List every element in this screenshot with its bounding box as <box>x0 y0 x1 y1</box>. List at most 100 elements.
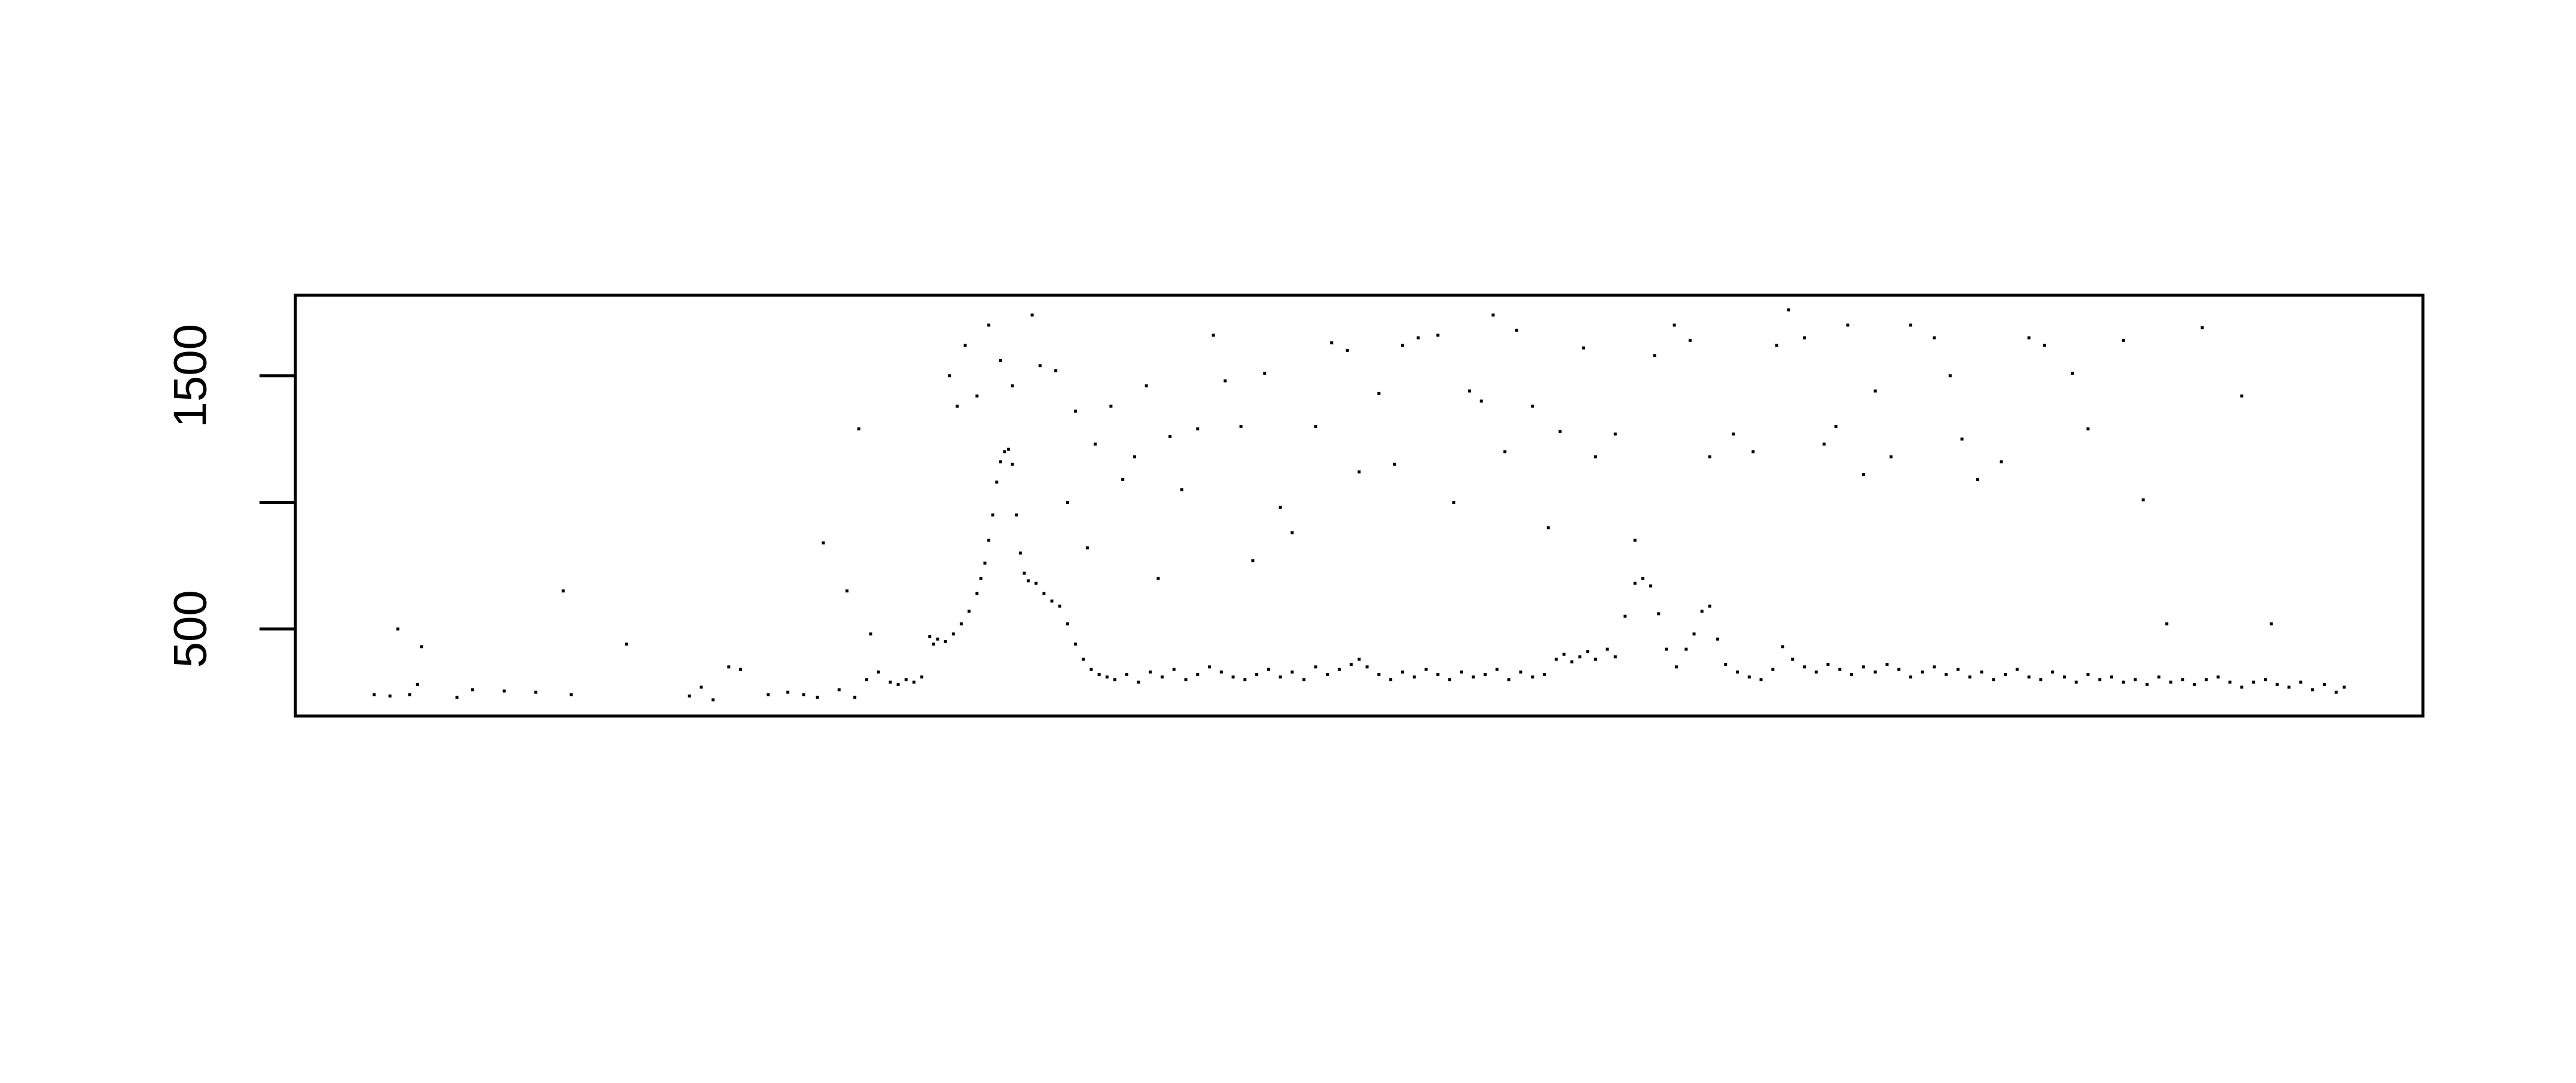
point <box>1011 463 1014 466</box>
point <box>2216 675 2220 679</box>
point <box>928 635 932 638</box>
point <box>1027 579 1030 583</box>
point <box>2122 680 2125 684</box>
point <box>1945 673 1948 677</box>
point <box>956 405 959 408</box>
point <box>1850 673 1854 677</box>
point <box>995 481 999 484</box>
point <box>2228 680 2232 684</box>
point <box>1400 344 1404 347</box>
point <box>896 683 900 686</box>
point <box>1208 665 1211 669</box>
point <box>999 460 1002 464</box>
point <box>1708 604 1711 608</box>
point <box>987 323 991 327</box>
point <box>1436 334 1440 337</box>
point <box>1436 673 1440 677</box>
point <box>1156 577 1160 580</box>
point <box>1554 657 1558 661</box>
point <box>1957 668 1960 671</box>
point <box>2000 460 2003 464</box>
point <box>416 683 419 686</box>
point <box>569 693 573 696</box>
point <box>975 592 979 595</box>
point <box>2269 622 2273 626</box>
point <box>1594 657 1597 661</box>
point <box>2051 670 2055 674</box>
point <box>1094 442 1097 446</box>
point <box>1846 323 1849 327</box>
point <box>1125 673 1128 677</box>
point <box>1460 670 1463 674</box>
point <box>1326 673 1329 677</box>
point <box>1149 670 1152 674</box>
point <box>1109 405 1113 408</box>
point <box>2062 675 2066 679</box>
point <box>1330 341 1333 345</box>
point <box>1736 670 1739 674</box>
point <box>1467 389 1471 393</box>
point <box>2200 326 2204 329</box>
point <box>1314 665 1318 669</box>
point <box>624 643 628 646</box>
point <box>1365 665 1369 669</box>
point <box>1314 424 1318 428</box>
point <box>1034 582 1038 585</box>
point <box>1223 379 1227 383</box>
point <box>1781 645 1784 648</box>
point <box>739 668 743 671</box>
point <box>1948 374 1952 378</box>
point <box>1649 584 1653 588</box>
point <box>869 632 872 636</box>
point <box>845 589 849 593</box>
point <box>1263 371 1266 375</box>
point <box>2165 622 2169 626</box>
point <box>1586 650 1589 653</box>
point <box>1890 455 1893 458</box>
point <box>1861 665 1865 669</box>
point <box>1933 336 1936 339</box>
point <box>1771 668 1775 671</box>
point <box>2240 394 2244 398</box>
point <box>1976 478 1979 481</box>
point <box>1897 668 1901 671</box>
point <box>2240 686 2244 689</box>
point <box>1933 665 1936 669</box>
point <box>967 610 971 613</box>
point <box>1302 678 1306 681</box>
point <box>1826 663 1830 666</box>
point <box>1448 678 1452 681</box>
point <box>2145 683 2149 686</box>
point <box>688 695 691 698</box>
point <box>1546 526 1550 530</box>
point <box>1578 655 1582 659</box>
point <box>2311 688 2315 692</box>
point <box>979 577 982 580</box>
point <box>1716 637 1720 641</box>
point <box>1479 399 1483 403</box>
point <box>960 622 963 626</box>
point <box>857 427 860 431</box>
point <box>2015 668 2019 671</box>
point <box>1011 384 1014 388</box>
point <box>936 637 939 641</box>
point <box>1814 670 1818 674</box>
point <box>904 678 908 681</box>
point <box>1424 668 1428 671</box>
point <box>1196 427 1200 431</box>
point <box>1531 675 1534 679</box>
point <box>561 589 565 593</box>
point <box>1791 657 1794 661</box>
point <box>1515 328 1519 332</box>
point <box>2275 683 2279 686</box>
point <box>1623 614 1627 618</box>
point <box>1018 551 1022 555</box>
point <box>1873 670 1877 674</box>
point <box>987 539 991 542</box>
point <box>727 665 731 669</box>
point <box>2193 683 2196 686</box>
point <box>1531 405 1534 408</box>
point <box>1161 675 1164 679</box>
point <box>1278 675 1282 679</box>
